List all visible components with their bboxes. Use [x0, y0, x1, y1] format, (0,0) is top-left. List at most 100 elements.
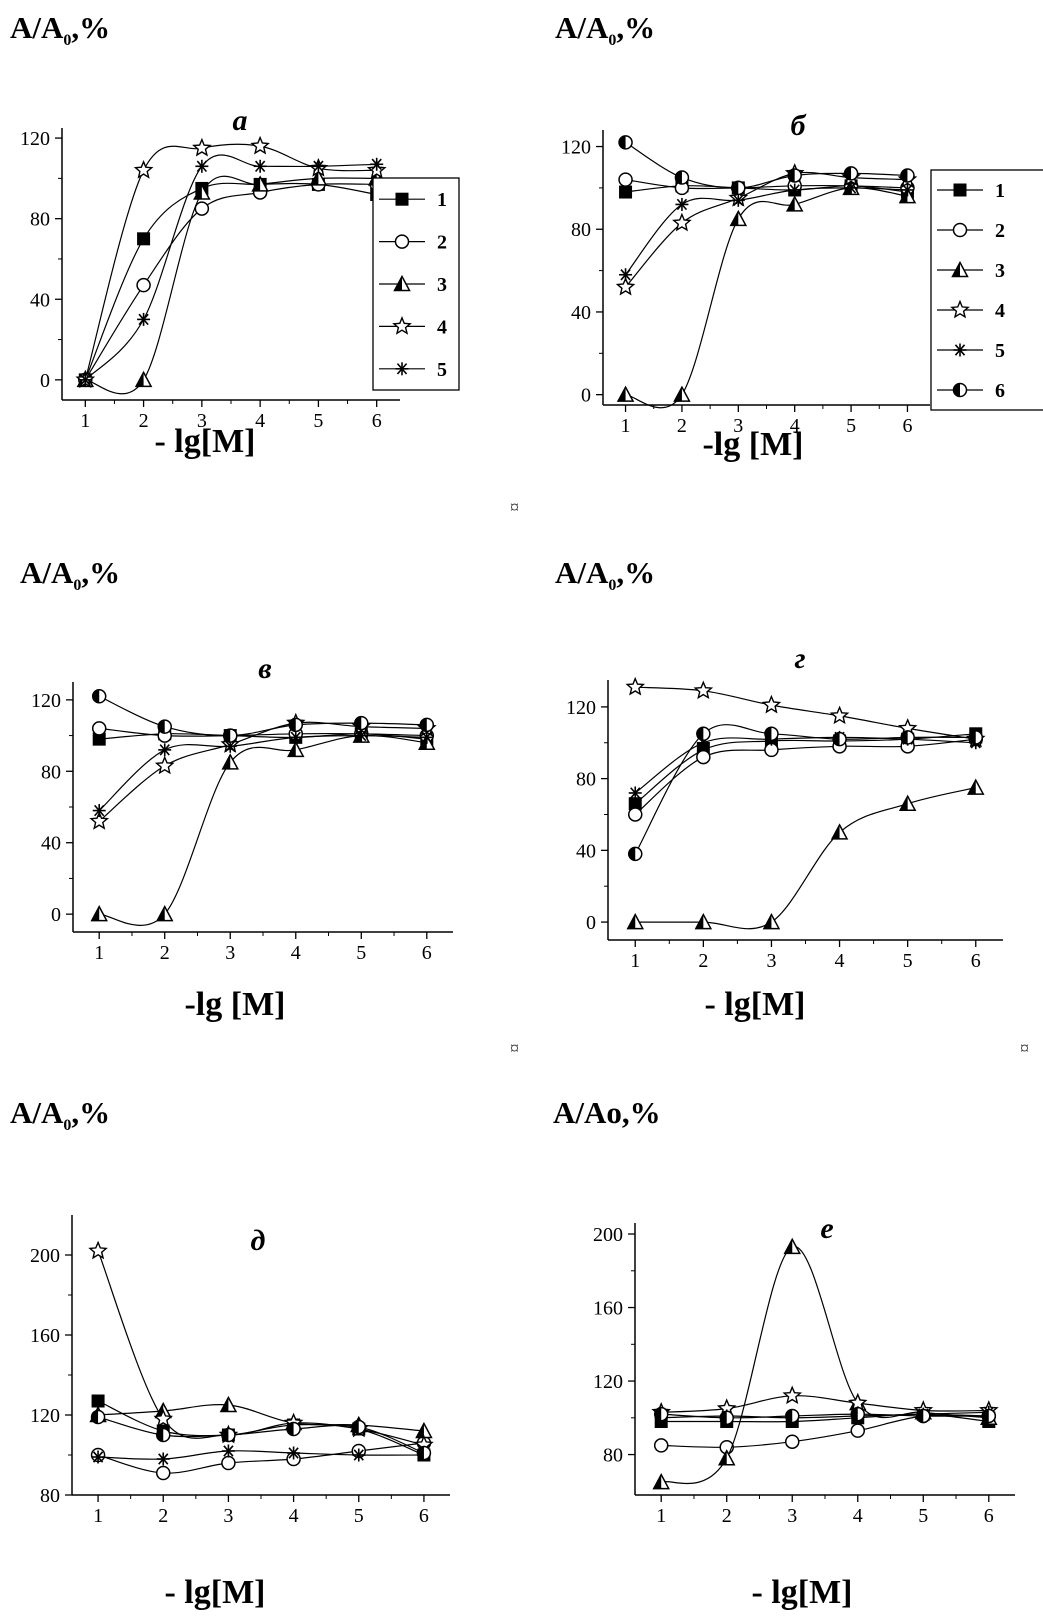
data-point — [90, 1409, 106, 1425]
data-point — [91, 1450, 105, 1464]
legend-label: 3 — [995, 260, 1005, 282]
data-point — [253, 159, 267, 173]
series-line-4 — [84, 143, 377, 381]
panel-letter: в — [258, 652, 271, 685]
data-point — [192, 137, 212, 157]
data-point — [251, 175, 269, 192]
y-axis-title: A/A0,% — [10, 1095, 111, 1135]
legend-label: 1 — [437, 189, 447, 211]
x-axis-label: -lg [M] — [184, 986, 285, 1023]
series-3-points — [90, 726, 436, 922]
series-line-4 — [635, 686, 976, 740]
data-point — [156, 1452, 170, 1466]
data-point — [628, 786, 642, 800]
y-axis-title: A/A0,% — [10, 10, 111, 50]
series-6-points — [653, 1406, 997, 1426]
x-tick-label: 3 — [225, 942, 235, 964]
data-point — [286, 1421, 301, 1437]
series-line-5 — [625, 187, 908, 276]
data-point — [627, 846, 643, 862]
legend-box — [930, 169, 1043, 411]
legend-marker — [950, 299, 970, 319]
data-point — [222, 728, 238, 743]
data-point — [694, 912, 713, 930]
y-axis-title: A/A0,% — [555, 555, 656, 595]
data-point — [311, 159, 325, 173]
x-axis-label: - lg[M] — [751, 1574, 852, 1611]
data-point — [194, 201, 210, 216]
y-tick-label: 80 — [30, 209, 50, 231]
data-point — [90, 905, 108, 922]
legend: 1 2 3 4 5 — [372, 177, 460, 391]
x-axis-label: - lg[M] — [154, 423, 255, 460]
legend-label: 5 — [995, 340, 1005, 362]
panel-letter: а — [233, 104, 248, 137]
data-point — [731, 180, 746, 196]
x-tick-label: 2 — [677, 415, 687, 437]
data-point — [155, 1465, 171, 1481]
x-tick-label: 6 — [372, 410, 382, 432]
series-line-4 — [661, 1395, 989, 1413]
y-tick-label: 120 — [30, 1405, 60, 1427]
data-point — [157, 719, 172, 734]
series-6-points — [90, 1409, 432, 1461]
x-tick-label: 4 — [289, 1505, 299, 1527]
data-point — [221, 1427, 236, 1443]
data-point — [628, 797, 642, 811]
x-tick-label: 5 — [313, 410, 323, 432]
series-line-3 — [625, 187, 908, 409]
x-tick-label: 5 — [356, 942, 366, 964]
series-6-points — [618, 135, 915, 196]
legend-label: 4 — [437, 316, 447, 338]
x-tick-label: 6 — [422, 942, 432, 964]
series-line-2 — [634, 738, 976, 815]
data-point — [729, 209, 748, 227]
data-point — [288, 717, 304, 733]
x-tick-label: 3 — [787, 1505, 797, 1527]
data-point — [696, 726, 711, 742]
x-tick-label: 2 — [158, 1505, 168, 1527]
data-point — [616, 385, 635, 402]
series-6-points — [627, 726, 984, 862]
y-tick-label: 80 — [40, 1485, 60, 1507]
data-point — [354, 729, 368, 743]
series-line-6 — [97, 1416, 425, 1454]
data-point — [615, 276, 636, 296]
series-line-6 — [625, 141, 908, 189]
series-3-points — [616, 178, 917, 402]
separator-mark: ¤ — [1020, 1038, 1029, 1058]
data-point — [850, 1423, 866, 1438]
data-point — [898, 794, 917, 811]
data-point — [717, 1449, 736, 1466]
data-point — [89, 810, 110, 830]
data-point — [787, 168, 802, 183]
y-tick-label: 80 — [41, 761, 61, 783]
data-point — [91, 1394, 105, 1408]
data-point — [850, 1406, 866, 1422]
data-point — [693, 680, 714, 700]
data-point — [627, 807, 643, 822]
data-point — [674, 170, 690, 185]
x-tick-label: 4 — [853, 1505, 863, 1527]
series-6-points — [91, 689, 435, 743]
legend-marker — [951, 260, 969, 278]
data-point — [652, 1473, 670, 1490]
series-line-5 — [98, 734, 427, 812]
data-point — [762, 912, 781, 930]
data-point — [673, 385, 691, 402]
y-tick-label: 160 — [30, 1325, 60, 1347]
series-line-2 — [84, 183, 377, 381]
y-tick-label: 0 — [586, 912, 596, 934]
y-tick-label: 0 — [51, 904, 61, 926]
data-point — [219, 1395, 238, 1413]
series-line-1 — [84, 182, 377, 381]
series-2-points — [90, 1435, 432, 1481]
data-point — [900, 730, 915, 745]
data-point — [158, 743, 172, 757]
panel-letter: е — [820, 1212, 833, 1245]
data-point — [900, 168, 915, 183]
chart-b: 1 2 3 4 5 6 0 40 80 120 б -lg [M] 1 2 3 4 5 6 — [561, 109, 1043, 463]
data-point — [155, 905, 174, 922]
x-tick-label: 4 — [255, 410, 265, 432]
y-tick-label: 120 — [561, 137, 591, 159]
